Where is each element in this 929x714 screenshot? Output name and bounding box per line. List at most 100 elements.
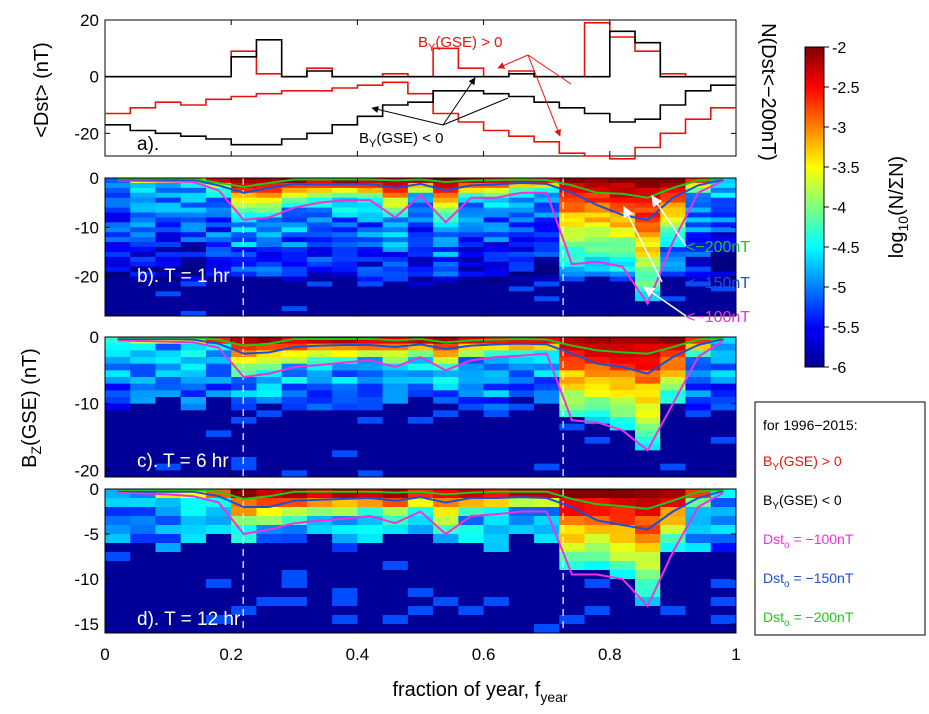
contour-line — [117, 488, 724, 510]
heatmap-cell — [105, 286, 131, 292]
series-line-mean_dst — [105, 84, 736, 146]
heatmap-cell — [483, 202, 510, 208]
heatmap-cell — [180, 306, 207, 312]
heatmap-cell — [660, 222, 686, 228]
heatmap-cell — [508, 383, 535, 391]
heatmap-cell — [660, 291, 686, 297]
heatmap-cell — [231, 276, 257, 282]
heatmap-cell — [635, 227, 661, 233]
heatmap-cell — [231, 561, 257, 571]
heatmap-cell — [635, 343, 661, 351]
heatmap-cell — [180, 383, 207, 391]
heatmap-cell — [382, 276, 409, 282]
heatmap-cell — [660, 397, 686, 405]
heatmap-cell — [483, 227, 510, 233]
heatmap-cell — [281, 597, 308, 607]
heatmap-cell — [382, 430, 409, 438]
y-tick-label: -10 — [74, 218, 99, 237]
heatmap-cell — [306, 437, 333, 445]
heatmap-cell — [584, 430, 611, 438]
heatmap-cell — [534, 247, 560, 253]
heatmap-cell — [458, 296, 484, 302]
heatmap-cell — [105, 192, 131, 199]
heatmap-cell — [332, 417, 358, 425]
heatmap-cell — [357, 579, 384, 589]
heatmap-cell — [508, 357, 535, 365]
heatmap-cell — [660, 470, 686, 478]
heatmap-cell — [256, 251, 283, 258]
heatmap-cell — [508, 443, 535, 451]
heatmap-cell — [155, 306, 182, 312]
heatmap-cell — [483, 251, 510, 258]
heatmap-cell — [382, 207, 409, 213]
heatmap-cell — [256, 286, 283, 292]
heatmap-cell — [155, 256, 182, 263]
heatmap-cell — [407, 256, 434, 263]
heatmap-cell — [256, 403, 283, 411]
heatmap-cell — [534, 423, 560, 431]
heatmap-cell — [155, 615, 182, 625]
heatmap-cell — [660, 207, 686, 213]
heatmap-cell — [205, 470, 232, 478]
heatmap-cell — [205, 197, 232, 204]
heatmap-cell — [407, 543, 434, 553]
heatmap-cell — [155, 437, 182, 445]
heatmap-cell — [281, 251, 308, 258]
heatmap-cell — [130, 271, 156, 277]
heatmap-cell — [635, 403, 661, 411]
heatmap-cell — [180, 202, 207, 208]
heatmap-cell — [205, 552, 232, 562]
heatmap-cell — [306, 178, 333, 184]
contour-line — [117, 489, 724, 531]
heatmap-cell — [180, 570, 207, 580]
heatmap-cell — [130, 217, 156, 223]
heatmap-cell — [105, 588, 131, 598]
heatmap-cell — [609, 227, 636, 233]
heatmap-cell — [180, 606, 207, 616]
heatmap-cell — [105, 291, 131, 297]
heatmap-cell — [508, 271, 535, 277]
heatmap-cell — [281, 534, 308, 544]
heatmap-cell — [458, 237, 484, 243]
heatmap-cell — [483, 552, 510, 562]
heatmap-cell — [407, 207, 434, 213]
heatmap-cell — [205, 507, 232, 517]
heatmap-cell — [534, 606, 560, 616]
heatmap-cell — [180, 286, 207, 292]
heatmap-cell — [710, 357, 737, 365]
heatmap-cell — [155, 202, 182, 208]
heatmap-cell — [508, 624, 535, 634]
heatmap-cell — [433, 357, 459, 365]
heatmap-cell — [281, 570, 308, 580]
heatmap-cell — [508, 397, 535, 405]
heatmap-cell — [660, 187, 686, 194]
heatmap-cell — [180, 207, 207, 213]
annotation-by-pos-arrow-2 — [527, 54, 561, 137]
y-tick-label: -20 — [74, 268, 99, 287]
heatmap-cell — [660, 383, 686, 391]
heatmap-cell — [105, 463, 131, 471]
heatmap-cell — [584, 457, 611, 465]
heatmap-cell — [105, 606, 131, 616]
heatmap-cell — [205, 261, 232, 268]
heatmap-cell — [281, 301, 308, 307]
heatmap-cell — [534, 311, 560, 317]
heatmap-cell — [306, 624, 333, 634]
y-tick-label: -10 — [74, 570, 99, 589]
heatmap-cell — [685, 281, 712, 287]
heatmap-cell — [231, 202, 257, 208]
heatmap-cell — [180, 624, 207, 634]
heatmap-cell — [155, 525, 182, 535]
heatmap-cell — [205, 543, 232, 553]
heatmap-cell — [281, 178, 308, 184]
heatmap-cell — [508, 350, 535, 358]
y-tick-label: -10 — [74, 395, 99, 414]
heatmap-cell — [660, 232, 686, 238]
heatmap-cell — [130, 417, 156, 425]
heatmap-cell — [205, 457, 232, 465]
heatmap-cell — [105, 222, 131, 228]
heatmap-cell — [458, 192, 484, 199]
heatmap-cell — [382, 543, 409, 553]
heatmap-cell — [685, 222, 712, 228]
contour-line — [117, 491, 724, 608]
